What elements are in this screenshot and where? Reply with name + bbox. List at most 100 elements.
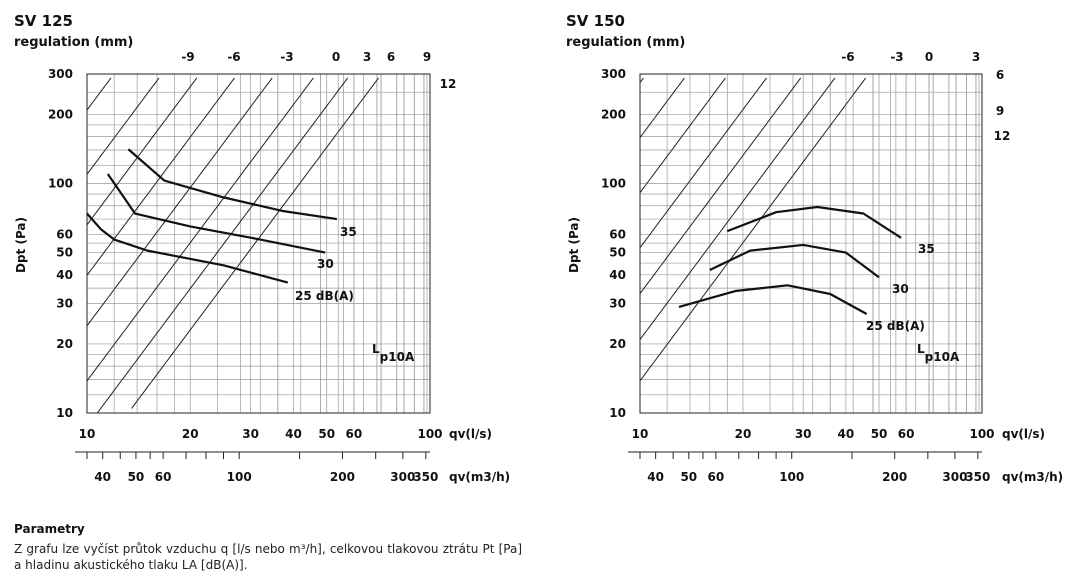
x-tick-label: 60	[346, 427, 363, 441]
chart-title: SV 125	[14, 12, 73, 30]
y-axis-label: Dpt (Pa)	[14, 217, 28, 273]
regulation-tick-label: 0	[925, 50, 933, 64]
y-tick-label: 100	[48, 176, 73, 190]
y-tick-label: 200	[48, 107, 73, 121]
regulation-tick-label: 6	[996, 68, 1004, 82]
regulation-tick-label: -9	[181, 50, 194, 64]
regulation-line	[86, 77, 160, 175]
regulation-line	[131, 77, 379, 409]
x-tick-label: 50	[318, 427, 335, 441]
x-tick-label: 50	[871, 427, 888, 441]
x-axis-label: qv(l/s)	[449, 427, 492, 441]
params-heading: Parametry	[14, 522, 85, 536]
x2-tick-label: 300	[942, 470, 967, 484]
params-text: Z grafu lze vyčíst průtok vzduchu q [l/s…	[14, 542, 522, 572]
regulation-line	[96, 77, 349, 414]
x2-tick-label: 50	[128, 470, 145, 484]
series-label: 35	[918, 242, 935, 256]
lp10a-sub: p10A	[380, 350, 415, 364]
y-tick-label: 60	[609, 227, 626, 241]
series-line	[86, 212, 289, 284]
chart-subtitle: regulation (mm)	[566, 35, 685, 50]
x2-axis-label: qv(m3/h)	[1002, 470, 1063, 484]
regulation-tick-label: 12	[994, 129, 1011, 143]
x2-tick-label: 60	[155, 470, 172, 484]
series-label: 25 dB(A)	[295, 289, 354, 303]
y-tick-label: 200	[601, 107, 626, 121]
grid	[86, 73, 431, 414]
series-line	[678, 284, 868, 315]
plot-frame	[639, 73, 983, 414]
x-tick-label: 100	[969, 427, 994, 441]
x2-tick-label: 200	[330, 470, 355, 484]
y-tick-label: 50	[609, 246, 626, 260]
regulation-tick-label: -3	[280, 50, 293, 64]
y-tick-label: 50	[56, 246, 73, 260]
regulation-line	[639, 77, 767, 249]
regulation-line	[639, 77, 685, 138]
regulation-tick-label: 9	[996, 104, 1004, 118]
regulation-tick-label: -6	[227, 50, 240, 64]
x-tick-label: 20	[735, 427, 752, 441]
x-tick-label: 20	[182, 427, 199, 441]
x-tick-label: 30	[795, 427, 812, 441]
x-tick-label: 10	[79, 427, 96, 441]
x-tick-label: 40	[838, 427, 855, 441]
x2-tick-label: 300	[390, 470, 415, 484]
regulation-line	[86, 77, 198, 226]
series-line	[726, 205, 902, 239]
y-tick-label: 10	[609, 406, 626, 420]
regulation-lines	[639, 77, 867, 382]
series-label: 30	[317, 257, 334, 271]
series-label: 30	[892, 282, 909, 296]
lp10a-l: L	[372, 342, 380, 356]
secondary-axis	[628, 451, 982, 459]
y-axis-label: Dpt (Pa)	[567, 217, 581, 273]
series-label: 35	[340, 225, 357, 239]
x2-tick-label: 40	[94, 470, 111, 484]
y-tick-label: 20	[56, 337, 73, 351]
y-tick-label: 100	[601, 176, 626, 190]
regulation-line	[639, 77, 867, 382]
series-label: 25 dB(A)	[866, 319, 925, 333]
x2-tick-label: 100	[779, 470, 804, 484]
series-line	[127, 148, 337, 221]
y-tick-label: 20	[609, 337, 626, 351]
lp10a-label: Lp10A	[372, 342, 415, 364]
y-tick-label: 30	[56, 297, 73, 311]
regulation-line	[639, 77, 836, 340]
regulation-line	[86, 77, 112, 111]
regulation-tick-label: 12	[440, 77, 457, 91]
regulation-lines	[86, 77, 379, 414]
y-tick-label: 300	[601, 67, 626, 81]
y-tick-label: 300	[48, 67, 73, 81]
plot-frame	[86, 73, 431, 414]
regulation-line	[86, 77, 273, 327]
chart-1: SV 125 regulation (mm) 35 30 25 dB(A) 300 200 1…	[14, 12, 510, 484]
x2-tick-label: 100	[227, 470, 252, 484]
regulation-tick-label: 3	[972, 50, 980, 64]
x2-axis-label: qv(m3/h)	[449, 470, 510, 484]
x-tick-label: 60	[898, 427, 915, 441]
regulation-tick-label: -6	[841, 50, 854, 64]
regulation-tick-label: 6	[387, 50, 395, 64]
x2-tick-label: 50	[680, 470, 697, 484]
regulation-tick-label: -3	[890, 50, 903, 64]
secondary-axis	[75, 451, 430, 459]
y-tick-label: 60	[56, 227, 73, 241]
regulation-line	[639, 77, 802, 294]
regulation-tick-label: 9	[423, 50, 431, 64]
x-tick-label: 100	[417, 427, 442, 441]
regulation-tick-label: 3	[363, 50, 371, 64]
x2-tick-label: 60	[708, 470, 725, 484]
lp10a-label: Lp10A	[917, 342, 960, 364]
chart-subtitle: regulation (mm)	[14, 35, 133, 50]
x-tick-label: 10	[632, 427, 649, 441]
y-tick-label: 40	[56, 268, 73, 282]
x-tick-label: 30	[242, 427, 259, 441]
x-tick-label: 40	[285, 427, 302, 441]
regulation-line	[639, 77, 726, 193]
x2-tick-label: 350	[413, 470, 438, 484]
